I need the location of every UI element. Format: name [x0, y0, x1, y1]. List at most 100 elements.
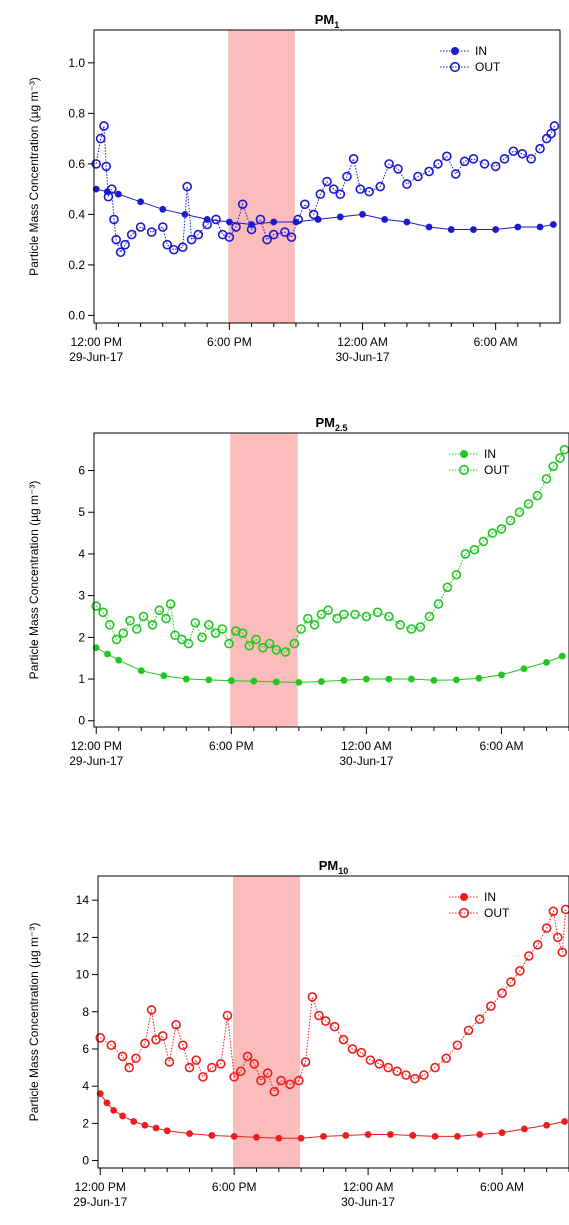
data-point-out	[549, 121, 560, 131]
data-point-out	[347, 1044, 358, 1054]
data-point-in	[520, 1125, 528, 1133]
y-tick-label: 0.8	[68, 106, 85, 120]
data-point-in	[514, 223, 522, 231]
data-point-in	[208, 1132, 216, 1139]
data-point-out	[138, 611, 149, 622]
y-tick-label: 0.6	[68, 157, 85, 171]
data-point-in	[295, 678, 303, 686]
data-point-out	[328, 184, 339, 194]
data-point-out	[508, 146, 519, 157]
data-point-out	[430, 1062, 440, 1073]
data-point-out	[117, 1051, 128, 1062]
data-point-out	[514, 507, 525, 518]
data-point-in	[409, 1132, 417, 1139]
data-point-out	[559, 444, 569, 455]
legend-in-marker	[460, 893, 468, 901]
x-tick-label: 12:00 AM	[343, 1180, 394, 1194]
shaded-period	[233, 876, 301, 1168]
data-point-out	[433, 599, 444, 609]
series-line-out	[95, 449, 565, 653]
data-point-out	[374, 1059, 385, 1069]
data-point-out	[479, 159, 490, 169]
y-tick-label: 14	[76, 893, 90, 907]
data-point-out	[161, 613, 171, 624]
data-point-in	[115, 190, 122, 198]
data-point-out	[115, 247, 126, 258]
data-point-out	[236, 1066, 246, 1077]
data-point-out	[204, 620, 214, 630]
x-tick-label: 6:00 PM	[209, 739, 254, 753]
data-point-out	[99, 121, 109, 131]
data-point-out	[541, 474, 552, 484]
data-point-out	[355, 184, 366, 194]
data-point-out	[169, 244, 179, 255]
data-point-out	[532, 940, 543, 950]
data-point-in	[453, 1132, 461, 1140]
data-point-out	[264, 638, 275, 649]
data-point-out	[323, 605, 333, 616]
data-point-in	[272, 678, 280, 686]
data-point-out	[165, 599, 176, 609]
y-axis-label: Particle Mass Concentration (µg m⁻³)	[27, 923, 41, 1122]
y-tick-label: 0.4	[68, 207, 85, 221]
data-point-in	[430, 676, 438, 684]
data-point-out	[154, 605, 165, 616]
data-point-out	[157, 222, 168, 232]
data-point-out	[348, 154, 359, 164]
data-point-out	[276, 1075, 286, 1086]
y-tick-label: 6	[78, 464, 85, 478]
data-point-out	[131, 1053, 141, 1064]
data-point-in	[476, 1131, 484, 1138]
data-point-out	[548, 461, 559, 472]
data-point-out	[452, 1040, 463, 1051]
data-point-out	[474, 1014, 485, 1025]
data-point-in	[152, 1124, 160, 1132]
data-point-in	[362, 675, 370, 683]
data-point-out	[490, 161, 501, 172]
series-group	[95, 904, 569, 1142]
data-point-out	[178, 1040, 188, 1051]
data-point-out	[147, 620, 158, 630]
x-tick-label: 6:00 AM	[474, 335, 518, 349]
data-point-out	[211, 214, 221, 225]
x-tick-date-label: 29-Jun-17	[69, 754, 123, 768]
data-point-out	[193, 229, 204, 240]
data-point-out	[210, 628, 221, 638]
data-point-out	[406, 624, 417, 634]
data-point-out	[413, 171, 423, 182]
data-point-out	[146, 1005, 157, 1015]
data-point-in	[92, 185, 100, 193]
data-point-out	[262, 1068, 273, 1078]
data-point-out	[98, 607, 108, 618]
data-point-out	[164, 1057, 175, 1067]
data-point-out	[548, 906, 559, 917]
data-point-out	[106, 184, 117, 194]
data-point-out	[124, 1062, 135, 1073]
data-point-out	[244, 640, 255, 651]
data-point-in	[297, 1134, 305, 1142]
data-point-out	[364, 186, 374, 197]
data-point-in	[320, 1132, 327, 1140]
data-point-out	[109, 214, 119, 225]
data-point-in	[182, 675, 190, 683]
data-point-in	[453, 676, 460, 684]
legend-out-label: OUT	[484, 463, 510, 477]
data-point-out	[384, 159, 394, 169]
chart-title: PM1	[315, 12, 340, 30]
data-point-out	[515, 966, 525, 976]
data-point-out	[246, 224, 257, 235]
data-point-out	[486, 1001, 496, 1011]
data-point-out	[271, 645, 282, 655]
legend-out-label: OUT	[484, 906, 510, 920]
data-point-out	[289, 638, 300, 649]
data-point-out	[505, 515, 516, 526]
y-tick-label: 1.0	[68, 56, 85, 70]
y-axis: 0 2 4 6 8 10 12 14	[76, 893, 98, 1168]
data-point-in	[141, 1121, 149, 1129]
data-point-out	[356, 1047, 367, 1058]
data-point-out	[177, 242, 188, 253]
data-point-out	[342, 171, 352, 182]
data-point-out	[280, 647, 291, 657]
x-tick-label: 6:00 PM	[212, 1180, 257, 1194]
